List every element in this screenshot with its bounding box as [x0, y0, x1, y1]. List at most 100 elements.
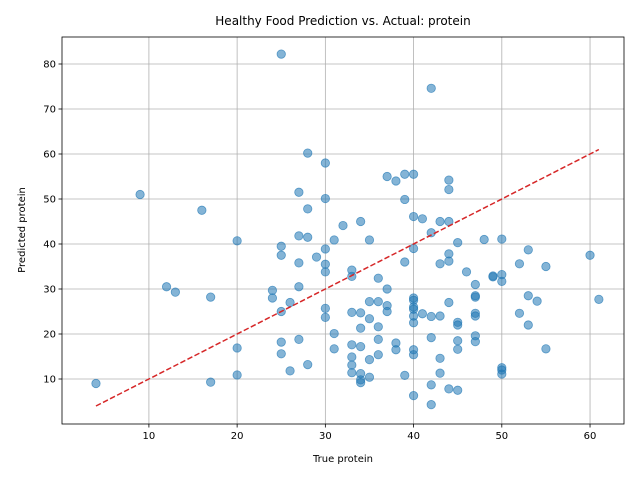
data-point	[294, 282, 304, 292]
data-point	[417, 309, 428, 319]
data-point	[444, 175, 454, 185]
y-tick-label: 40	[43, 240, 56, 251]
data-point	[391, 345, 401, 355]
data-point	[523, 320, 533, 330]
data-point	[364, 314, 375, 324]
data-point	[373, 322, 383, 332]
data-point	[523, 291, 533, 301]
data-point	[408, 350, 419, 360]
data-point	[400, 257, 410, 267]
data-point	[497, 369, 507, 379]
y-tick-label: 30	[43, 285, 56, 296]
data-point	[285, 366, 295, 376]
x-tick-label: 10	[143, 431, 156, 442]
data-point	[470, 279, 480, 290]
data-point	[497, 276, 507, 286]
data-point	[435, 353, 445, 363]
data-point	[408, 391, 419, 401]
data-point	[514, 259, 525, 269]
data-point	[311, 252, 322, 262]
data-point	[320, 303, 330, 313]
data-point	[303, 148, 313, 158]
data-point	[382, 284, 392, 294]
data-point	[373, 296, 383, 307]
data-points	[91, 49, 604, 410]
data-point	[197, 205, 207, 215]
data-point	[408, 243, 419, 254]
reference-line	[95, 148, 600, 407]
data-point	[320, 312, 330, 322]
data-point	[400, 169, 410, 179]
data-point	[585, 250, 595, 260]
data-point	[206, 292, 216, 302]
data-point	[320, 267, 330, 277]
data-point	[470, 337, 480, 347]
data-point	[461, 267, 472, 277]
data-point	[356, 308, 366, 318]
data-point	[320, 259, 330, 269]
data-point	[453, 344, 463, 354]
data-point	[470, 292, 480, 302]
y-tick-label: 70	[43, 105, 56, 116]
y-tick-label: 80	[43, 60, 56, 71]
y-tick-label: 20	[43, 330, 56, 341]
data-point	[426, 83, 436, 93]
data-point	[594, 294, 604, 304]
data-point	[400, 370, 410, 380]
data-point	[320, 193, 330, 204]
data-point	[294, 231, 304, 241]
data-point	[523, 245, 533, 255]
data-point	[329, 328, 339, 339]
x-tick-label: 40	[407, 431, 420, 442]
data-point	[382, 171, 392, 182]
chart-title: Healthy Food Prediction vs. Actual: prot…	[215, 14, 470, 28]
x-tick-label: 20	[231, 431, 244, 442]
data-point	[364, 355, 375, 365]
data-point	[541, 344, 551, 354]
data-point	[232, 343, 242, 353]
data-point	[303, 204, 313, 214]
data-point	[338, 220, 348, 231]
data-point	[294, 187, 304, 197]
data-point	[417, 214, 428, 224]
x-tick-label: 30	[319, 431, 332, 442]
data-point	[382, 306, 392, 317]
data-point	[532, 296, 542, 306]
data-point	[135, 189, 145, 200]
y-tick-label: 50	[43, 195, 56, 206]
data-point	[347, 307, 357, 317]
data-point	[347, 352, 357, 362]
data-point	[444, 384, 454, 394]
y-tick-label: 60	[43, 150, 56, 161]
data-point	[276, 250, 286, 260]
data-point	[453, 385, 463, 395]
data-point	[426, 400, 436, 410]
data-point	[453, 320, 463, 330]
data-point	[435, 259, 445, 269]
x-tick-label: 60	[584, 431, 597, 442]
data-point	[514, 308, 525, 318]
data-point	[347, 368, 357, 378]
data-point	[453, 336, 463, 346]
y-axis-ticks: 10 20 30 40 50 60 70 80	[43, 60, 62, 386]
data-point	[170, 287, 180, 297]
x-axis-ticks: 10 20 30 40 50 60	[143, 424, 597, 442]
data-point	[294, 258, 304, 268]
data-point	[320, 244, 330, 254]
data-point	[479, 234, 489, 245]
data-point	[347, 271, 357, 281]
grid-lines	[62, 37, 624, 424]
data-point	[161, 282, 172, 292]
data-point	[426, 380, 436, 390]
data-point	[391, 176, 401, 186]
y-tick-label: 10	[43, 375, 56, 386]
data-point	[426, 332, 436, 343]
data-point	[267, 285, 278, 295]
data-point	[329, 235, 339, 245]
data-point	[91, 378, 101, 389]
data-point	[303, 359, 313, 370]
data-point	[373, 350, 383, 360]
data-point	[206, 377, 216, 387]
data-point	[356, 341, 366, 352]
